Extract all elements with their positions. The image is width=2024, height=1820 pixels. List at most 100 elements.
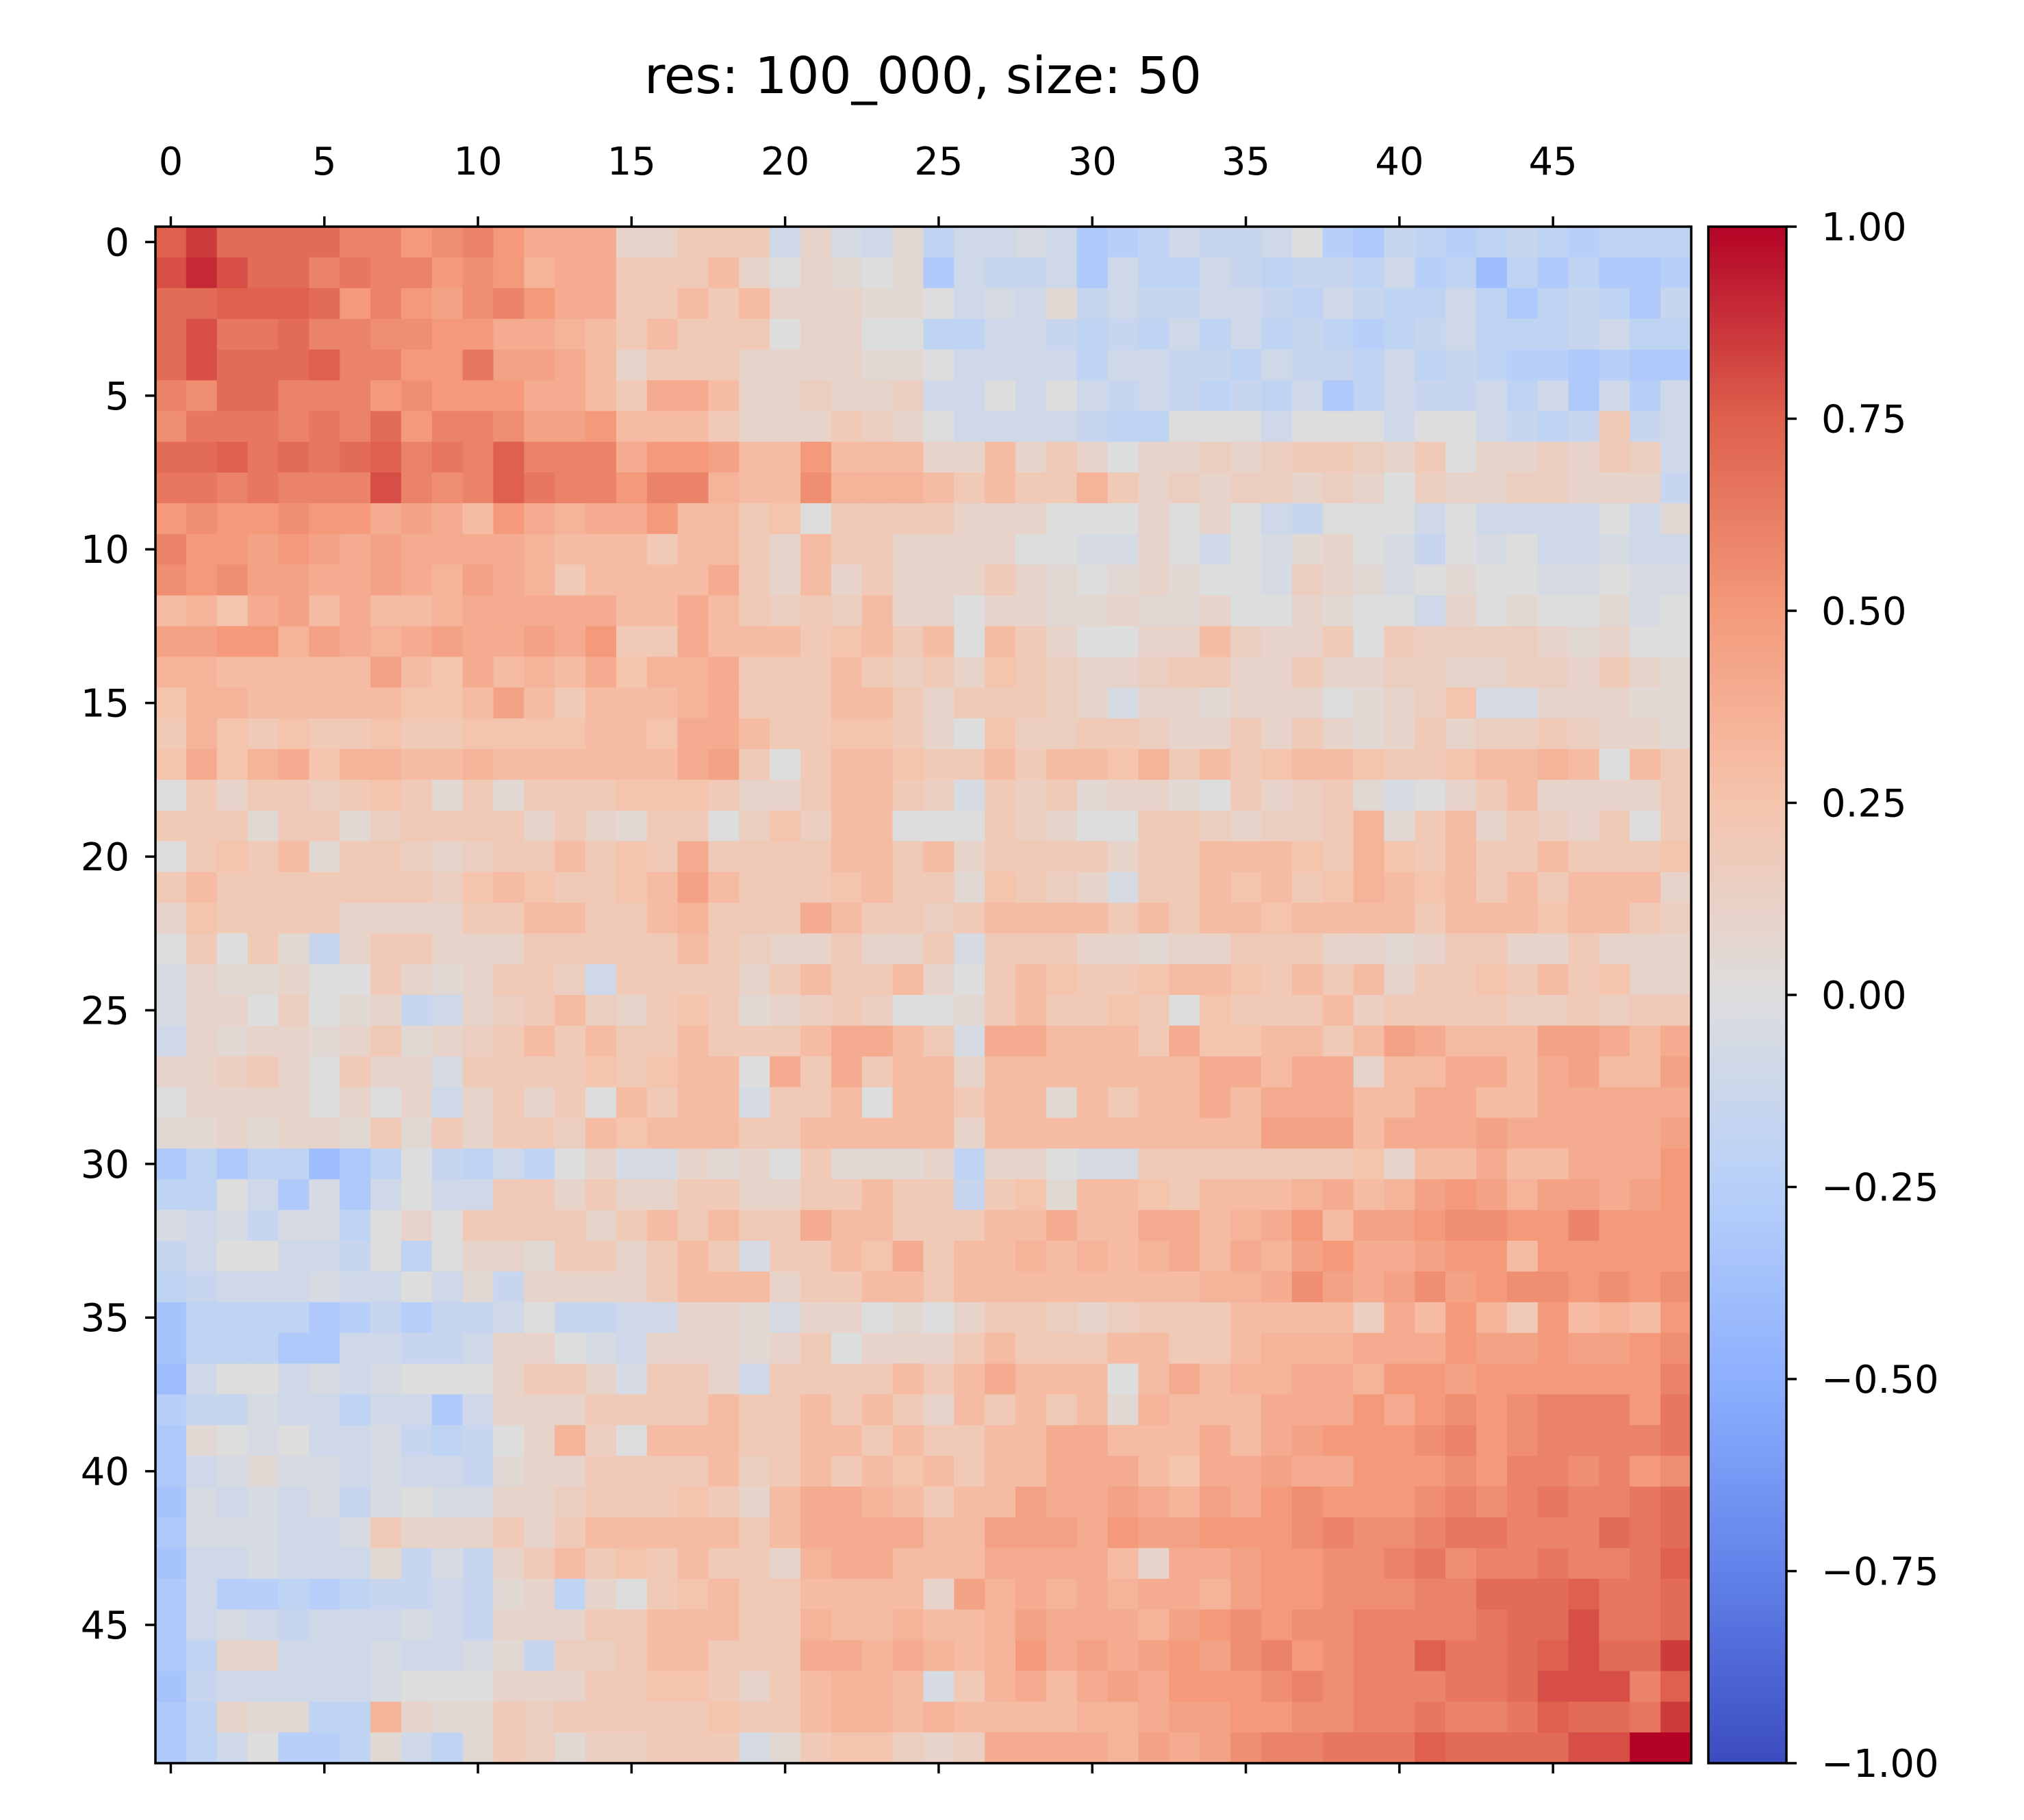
heatmap-cell [1046,1517,1078,1549]
heatmap-cell [1107,1271,1139,1303]
heatmap-cell [1261,1732,1293,1764]
heatmap-cell [861,595,894,627]
heatmap-cell [1200,1456,1231,1487]
heatmap-cell [401,1332,433,1365]
heatmap-cell [1630,288,1661,320]
heatmap-cell [1415,288,1446,320]
heatmap-cell [861,1394,894,1426]
heatmap-cell [1322,1578,1354,1610]
heatmap-cell [1015,1271,1047,1303]
heatmap-cell [1261,472,1293,504]
heatmap-cell [216,1363,249,1395]
heatmap-cell [1291,1241,1324,1272]
heatmap-cell [462,1547,494,1580]
heatmap-cell [1384,595,1415,627]
heatmap-cell [1291,1056,1324,1088]
heatmap-cell [1015,503,1047,535]
heatmap-cell [800,1302,832,1334]
heatmap-cell [1015,380,1047,412]
heatmap-cell [861,1087,894,1119]
heatmap-cell [892,1732,924,1764]
heatmap-cell [1107,1640,1139,1671]
heatmap-cell [739,318,770,351]
heatmap-cell [1445,1640,1477,1671]
heatmap-cell [493,995,524,1026]
heatmap-cell [1200,472,1231,504]
heatmap-cell [401,472,433,504]
heatmap-cell [1015,687,1047,719]
heatmap-cell [1076,1241,1109,1272]
heatmap-cell [247,1609,279,1641]
heatmap-cell [800,1271,832,1303]
heatmap-cell [462,1363,494,1395]
heatmap-cell [708,841,739,873]
heatmap-cell [831,227,863,258]
heatmap-cell [1353,1179,1384,1211]
heatmap-cell [1537,1702,1569,1733]
heatmap-cell [462,1609,494,1641]
heatmap-cell [1107,349,1139,381]
heatmap-cell [1568,349,1600,381]
heatmap-cell [861,841,894,873]
heatmap-cell [739,1487,770,1518]
heatmap-cell [1107,626,1139,657]
heatmap-cell [247,257,279,289]
y-tick-label: 0 [105,220,129,265]
heatmap-cell [739,349,770,381]
heatmap-cell [186,1640,218,1671]
heatmap-cell [1599,1671,1630,1702]
heatmap-cell [1169,1025,1200,1057]
heatmap-cell [831,380,863,412]
heatmap-cell [954,841,985,873]
heatmap-cell [739,718,770,750]
heatmap-cell [646,288,679,320]
heatmap-cell [1200,718,1231,750]
heatmap-cell [1107,841,1139,873]
heatmap-cell [800,1332,832,1365]
heatmap-cell [1291,1363,1324,1395]
heatmap-cell [1169,533,1200,566]
heatmap-cell [1076,318,1109,351]
heatmap-cell [954,1671,985,1702]
heatmap-cell [1200,1302,1231,1334]
heatmap-cell [216,1332,249,1365]
heatmap-cell [1445,1241,1477,1272]
heatmap-cell [1445,1394,1477,1426]
heatmap-cell [1568,1363,1600,1395]
heatmap-cell [1599,933,1630,965]
heatmap-cell [1445,1117,1477,1149]
heatmap-cell [216,1732,249,1764]
heatmap-cell [555,257,586,289]
heatmap-cell [1445,257,1477,289]
heatmap-cell [555,349,586,381]
heatmap-cell [1506,442,1539,473]
heatmap-cell [370,657,402,688]
heatmap-cell [1169,318,1200,351]
heatmap-cell [524,1456,555,1487]
heatmap-cell [1291,657,1324,688]
heatmap-cell [1291,1332,1324,1365]
heatmap-cell [708,1671,739,1702]
heatmap-cell [340,1210,371,1241]
heatmap-cell [186,1578,218,1610]
heatmap-cell [1107,779,1139,811]
heatmap-cell [770,1732,801,1764]
heatmap-cell [1138,995,1169,1026]
heatmap-cell [1476,1210,1508,1241]
heatmap-cell [155,288,187,320]
heatmap-cell [555,933,586,965]
heatmap-cell [555,595,586,627]
heatmap-cell [770,1456,801,1487]
heatmap-cell [462,442,494,473]
heatmap-cell [1261,1363,1293,1395]
heatmap-cell [1599,503,1630,535]
heatmap-cell [1230,1056,1262,1088]
heatmap-cell [892,1025,924,1057]
heatmap-cell [646,995,679,1026]
heatmap-cell [770,1671,801,1702]
heatmap-cell [1599,1025,1630,1057]
heatmap-cell [861,1363,894,1395]
heatmap-cell [1599,318,1630,351]
heatmap-cell [1445,841,1477,873]
heatmap-cell [954,595,985,627]
